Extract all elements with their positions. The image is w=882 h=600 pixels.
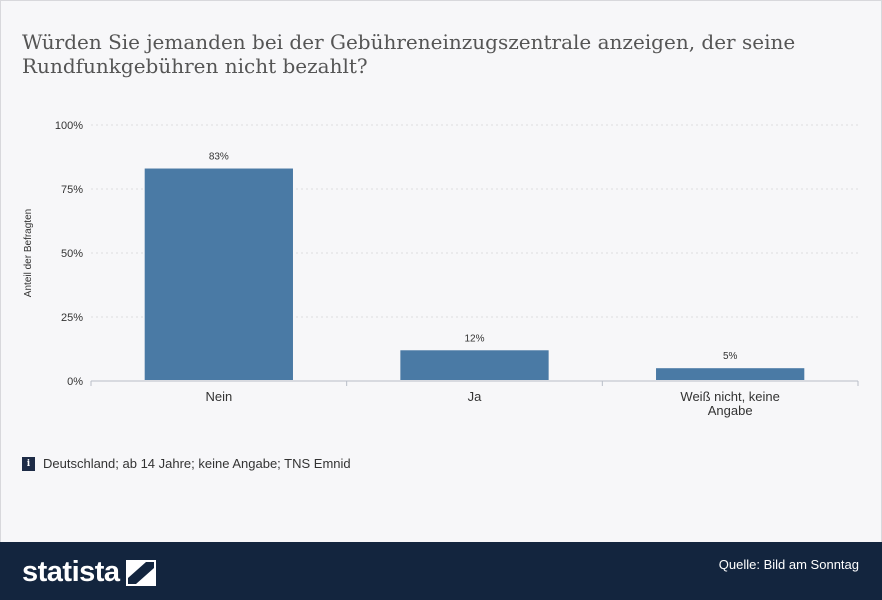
statista-logo-icon <box>125 559 156 586</box>
y-tick-label: 75% <box>61 184 83 196</box>
bar[interactable] <box>144 168 293 380</box>
data-label: 12% <box>464 333 484 344</box>
category-label-line: Weiß nicht, keine <box>680 389 779 404</box>
y-tick-label: 25% <box>61 312 83 324</box>
category-label-line: Ja <box>468 389 483 404</box>
y-tick-label: 0% <box>67 376 83 388</box>
brand[interactable]: statista <box>22 556 156 589</box>
y-tick-label: 50% <box>61 248 83 260</box>
note-text: Deutschland; ab 14 Jahre; keine Angabe; … <box>43 456 351 471</box>
y-axis-label: Anteil der Befragten <box>23 209 34 297</box>
data-label: 5% <box>723 351 738 362</box>
bar-chart: 0% 25% 50% 75% 100% Anteil der Befragten 83% Ne… <box>23 120 859 418</box>
chart-note: i Deutschland; ab 14 Jahre; keine Angabe… <box>22 456 351 471</box>
category-label: Ja <box>468 389 483 404</box>
category-label-line: Angabe <box>708 403 753 418</box>
data-label: 83% <box>209 152 229 163</box>
category-label-line: Nein <box>205 389 232 404</box>
category-label: Nein <box>205 389 232 404</box>
chart-title: Würden Sie jemanden bei der Gebühreneinz… <box>22 30 796 78</box>
category-label: Weiß nicht, keine Angabe <box>680 389 779 418</box>
footer: statista Quelle: Bild am Sonntag <box>0 542 882 600</box>
info-icon[interactable]: i <box>22 456 35 471</box>
bar[interactable] <box>656 368 805 380</box>
source-label: Quelle: Bild am Sonntag <box>718 557 859 572</box>
y-tick-label: 100% <box>55 120 83 132</box>
bar[interactable] <box>400 350 549 380</box>
brand-name: statista <box>22 556 120 588</box>
